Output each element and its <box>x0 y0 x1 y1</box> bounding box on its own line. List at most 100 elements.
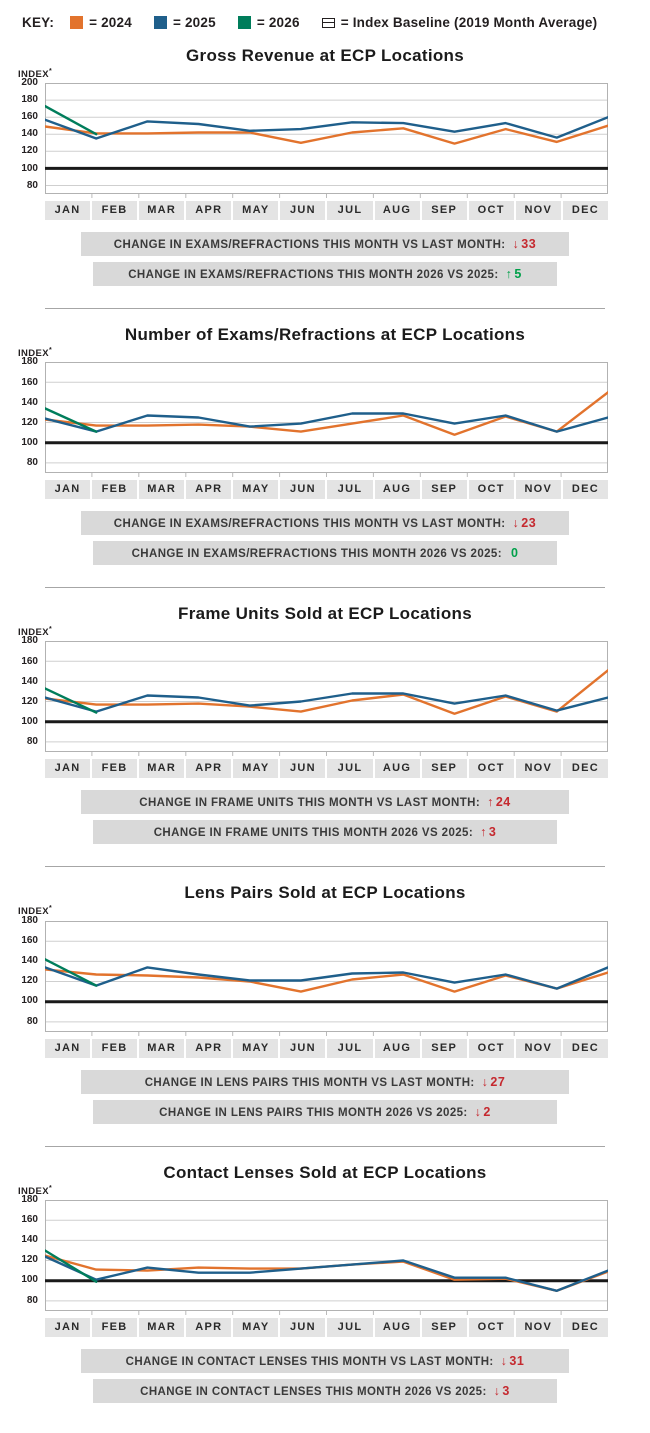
y-tick-label: 180 <box>21 914 38 926</box>
stat-value: ↑ 3 <box>480 825 497 840</box>
y-tick-label: 200 <box>21 77 38 89</box>
stat-label: CHANGE IN LENS PAIRS THIS MONTH 2026 VS … <box>159 1106 468 1119</box>
stat-label: CHANGE IN CONTACT LENSES THIS MONTH VS L… <box>125 1355 494 1368</box>
stat-value: ↓ 2 <box>474 1104 491 1119</box>
month-label: JAN <box>45 1038 91 1058</box>
section-gross-revenue: Gross Revenue at ECP Locations INDEX* 20… <box>0 46 650 310</box>
y-tick-label: 80 <box>26 457 38 469</box>
y-tick-label: 160 <box>21 1213 38 1225</box>
y-tick-label: 120 <box>21 975 38 987</box>
y-tick-label: 100 <box>21 1274 38 1286</box>
month-label: DEC <box>562 759 608 779</box>
y-axis-title: INDEX* <box>18 1184 53 1197</box>
up-arrow-icon: ↑ <box>487 795 494 810</box>
y-tick-label: 180 <box>21 1193 38 1205</box>
month-label: DEC <box>562 1038 608 1058</box>
month-label: MAR <box>139 480 185 500</box>
chart-area: 180 160 140 120 100 80 JAN FEB MAR APR MAY JUN JUL AU… <box>6 1194 650 1337</box>
month-label: MAY <box>233 1317 279 1337</box>
line-chart: 180 160 140 120 100 80 JAN FEB MAR APR MAY JUN JUL AU… <box>0 356 650 500</box>
stat-label: CHANGE IN FRAME UNITS THIS MONTH 2026 VS… <box>153 827 474 840</box>
month-label: OCT <box>468 201 514 221</box>
line-chart-svg <box>45 641 608 757</box>
series-line-2026 <box>45 957 98 987</box>
section-frame-units: Frame Units Sold at ECP Locations INDEX*… <box>0 604 650 868</box>
chart-title: Gross Revenue at ECP Locations <box>186 46 464 65</box>
month-label: OCT <box>468 759 514 779</box>
section-exams-refractions: Number of Exams/Refractions at ECP Locat… <box>0 325 650 589</box>
y-axis-title: INDEX* <box>18 905 53 918</box>
line-chart-svg <box>45 920 608 1036</box>
y-tick-label: 140 <box>21 128 38 140</box>
y-tick-label: 180 <box>21 356 38 368</box>
stat-value: ↓ 27 <box>481 1074 506 1089</box>
month-label: JAN <box>45 759 91 779</box>
series-line-2026 <box>45 105 98 136</box>
y-axis-title: INDEX* <box>18 626 53 639</box>
month-label: JUN <box>280 1038 326 1058</box>
stat-value: ↓ 23 <box>512 516 537 531</box>
y-tick-label: 120 <box>21 1254 38 1266</box>
y-tick-label: 180 <box>21 635 38 647</box>
stat-bars: CHANGE IN FRAME UNITS THIS MONTH VS LAST… <box>0 790 650 845</box>
down-arrow-icon: ↓ <box>512 237 520 252</box>
legend-title: KEY: <box>22 15 55 30</box>
month-label: AUG <box>374 759 420 779</box>
section-lens-pairs: Lens Pairs Sold at ECP Locations INDEX* … <box>0 883 650 1147</box>
y-axis: 180 160 140 120 100 80 <box>6 635 45 778</box>
month-label: AUG <box>374 201 420 221</box>
y-tick-label: 160 <box>21 111 38 123</box>
month-axis: JAN FEB MAR APR MAY JUN JUL AUG SEP OCT NOV DEC <box>45 480 608 500</box>
y-axis: 180 160 140 120 100 80 <box>6 1194 45 1337</box>
y-tick-label: 100 <box>21 162 38 174</box>
month-label: FEB <box>92 1038 138 1058</box>
stat-bars: CHANGE IN LENS PAIRS THIS MONTH VS LAST … <box>0 1069 650 1124</box>
month-label: FEB <box>92 201 138 221</box>
chart-title: Frame Units Sold at ECP Locations <box>178 604 472 624</box>
legend-item-2025: = 2025 <box>153 15 216 30</box>
y-tick-label: 140 <box>21 396 38 408</box>
month-label: JUL <box>327 759 373 779</box>
month-label: NOV <box>515 1317 561 1337</box>
line-chart: 180 160 140 120 100 80 JAN FEB MAR APR MAY JUN JUL AU… <box>0 915 650 1058</box>
y-axis: 200 180 160 140 120 100 80 <box>6 77 45 220</box>
y-tick-label: 80 <box>26 1294 38 1306</box>
month-label: NOV <box>515 1038 561 1058</box>
stat-bar: CHANGE IN FRAME UNITS THIS MONTH 2026 VS… <box>93 820 557 845</box>
stat-label: CHANGE IN EXAMS/REFRACTIONS THIS MONTH V… <box>113 239 506 252</box>
plot-column: JAN FEB MAR APR MAY JUN JUL AUG SEP OCT NOV DEC <box>45 1199 608 1337</box>
month-label: APR <box>186 480 232 500</box>
section-divider <box>45 308 605 310</box>
chart-area: 180 160 140 120 100 80 JAN FEB MAR APR MAY JUN JUL AU… <box>6 635 650 779</box>
stat-label: CHANGE IN LENS PAIRS THIS MONTH VS LAST … <box>144 1076 475 1089</box>
month-label: APR <box>186 1317 232 1337</box>
month-label: MAR <box>139 201 185 221</box>
line-chart-svg <box>45 83 608 199</box>
plot-column: JAN FEB MAR APR MAY JUN JUL AUG SEP OCT NOV DEC <box>45 920 608 1058</box>
month-label: MAR <box>139 759 185 779</box>
stat-value: 0 <box>510 546 519 561</box>
stat-label: CHANGE IN FRAME UNITS THIS MONTH VS LAST… <box>139 797 481 810</box>
stat-label: CHANGE IN CONTACT LENSES THIS MONTH 2026… <box>140 1385 487 1398</box>
month-label: MAR <box>139 1038 185 1058</box>
section-divider <box>45 866 605 868</box>
month-label: JUL <box>327 1038 373 1058</box>
stat-value: ↑ 24 <box>487 795 511 810</box>
month-label: JUL <box>327 1317 373 1337</box>
stat-label: CHANGE IN EXAMS/REFRACTIONS THIS MONTH 2… <box>131 548 502 561</box>
y-tick-label: 80 <box>26 736 38 748</box>
stat-value: ↓ 3 <box>493 1383 510 1398</box>
y-tick-label: 160 <box>21 655 38 667</box>
stat-label: CHANGE IN EXAMS/REFRACTIONS THIS MONTH 2… <box>128 269 499 282</box>
month-axis: JAN FEB MAR APR MAY JUN JUL AUG SEP OCT NOV DEC <box>45 759 608 779</box>
y-tick-label: 180 <box>21 94 38 106</box>
y-tick-label: 140 <box>21 675 38 687</box>
month-label: AUG <box>374 480 420 500</box>
legend-item-2026: = 2026 <box>237 15 300 30</box>
month-label: AUG <box>374 1038 420 1058</box>
month-label: JUN <box>280 1317 326 1337</box>
down-arrow-icon: ↓ <box>493 1383 501 1398</box>
stat-bar: CHANGE IN LENS PAIRS THIS MONTH 2026 VS … <box>93 1099 557 1124</box>
series-line-2026 <box>45 687 98 715</box>
series-line-2024 <box>45 124 608 145</box>
